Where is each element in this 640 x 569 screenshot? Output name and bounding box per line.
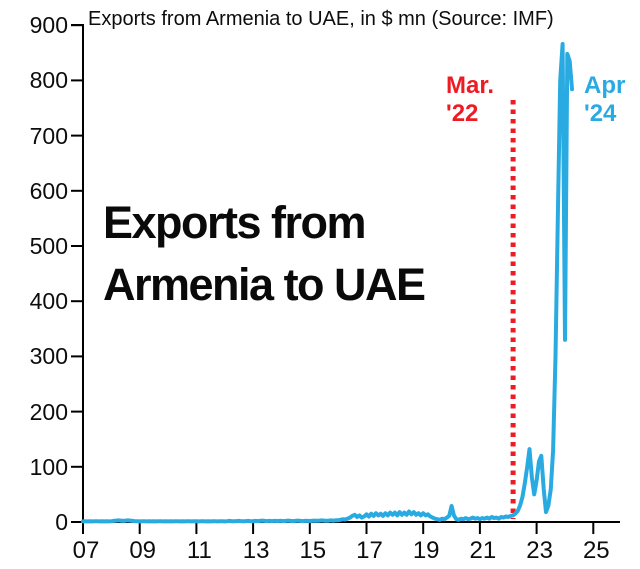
center-label: Exports from Armenia to UAE [103, 192, 426, 316]
annotation-mar-22-line2: '22 [446, 100, 479, 127]
y-tick-label: 0 [55, 509, 68, 535]
data-line [81, 42, 574, 524]
y-tick-label: 400 [29, 288, 68, 315]
x-tick-label: 11 [186, 537, 212, 564]
annotation-mar-22-line1: Mar. [446, 72, 495, 99]
x-tick-label: 23 [526, 537, 553, 564]
y-ticks-group [71, 24, 83, 523]
y-tick-label: 300 [29, 343, 68, 370]
x-tick-label: 25 [582, 537, 610, 564]
y-tick-label: 700 [29, 122, 68, 149]
x-ticks-group [82, 522, 595, 534]
y-tick-label: 200 [29, 398, 68, 425]
x-tick-label: 21 [469, 537, 497, 564]
annotation-apr-24-line1: Apr [584, 72, 626, 99]
annotation-apr-24-line2: '24 [584, 100, 617, 127]
chart-title: Exports from Armenia to UAE, in $ mn (So… [88, 8, 554, 30]
x-tick-label: 09 [129, 537, 157, 564]
x-tick-label: 07 [72, 537, 100, 564]
y-tick-label: 800 [29, 67, 68, 94]
annotation-apr-24: Apr '24 [584, 72, 625, 128]
y-tick-label: 500 [29, 233, 68, 259]
x-tick-label: 15 [299, 537, 327, 564]
x-tick-label: 19 [412, 537, 440, 564]
annotation-mar-22: Mar. '22 [446, 72, 494, 128]
y-tick-label: 900 [29, 12, 68, 39]
x-tick-label: 13 [242, 537, 270, 564]
center-label-line1: Exports from [103, 197, 367, 248]
x-tick-label: 17 [356, 537, 383, 564]
y-tick-label: 600 [29, 177, 68, 204]
y-tick-label: 100 [29, 453, 68, 480]
center-label-line2: Armenia to UAE [103, 259, 426, 310]
